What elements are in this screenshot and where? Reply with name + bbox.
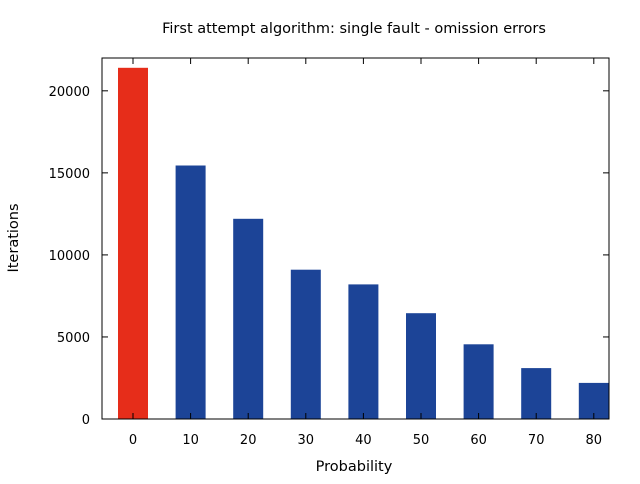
x-tick-label: 0 bbox=[129, 433, 137, 448]
x-axis-label: Probability bbox=[316, 459, 393, 475]
bar-10 bbox=[175, 165, 206, 419]
bar-70 bbox=[521, 368, 552, 419]
bar-50 bbox=[406, 313, 436, 419]
bar-80 bbox=[578, 382, 609, 419]
x-tick-label: 80 bbox=[586, 433, 603, 448]
y-tick-label: 15000 bbox=[49, 167, 90, 182]
x-tick-label: 40 bbox=[355, 433, 372, 448]
bar-40 bbox=[348, 284, 379, 419]
plot-frame bbox=[101, 57, 610, 420]
bar-20 bbox=[233, 218, 264, 419]
y-axis-label: Iterations bbox=[6, 203, 22, 272]
ticks-layer: 0 10 20 30 40 50 60 70 80 0 5000 10000 15000 20000 bbox=[49, 58, 609, 448]
bar-30 bbox=[290, 269, 321, 419]
chart-title: First attempt algorithm: single fault - … bbox=[162, 21, 546, 37]
x-tick-label: 60 bbox=[470, 433, 487, 448]
x-tick-label: 20 bbox=[240, 433, 257, 448]
bar-60 bbox=[463, 344, 494, 419]
x-tick-label: 70 bbox=[528, 433, 545, 448]
bar-0 bbox=[118, 67, 148, 420]
y-tick-label: 10000 bbox=[49, 249, 90, 264]
y-tick-label: 5000 bbox=[57, 331, 90, 346]
x-tick-label: 50 bbox=[413, 433, 430, 448]
x-tick-label: 10 bbox=[182, 433, 199, 448]
bars-layer bbox=[118, 67, 609, 420]
x-tick-label: 30 bbox=[298, 433, 315, 448]
y-tick-label: 20000 bbox=[49, 85, 90, 100]
y-tick-label: 0 bbox=[82, 413, 90, 428]
